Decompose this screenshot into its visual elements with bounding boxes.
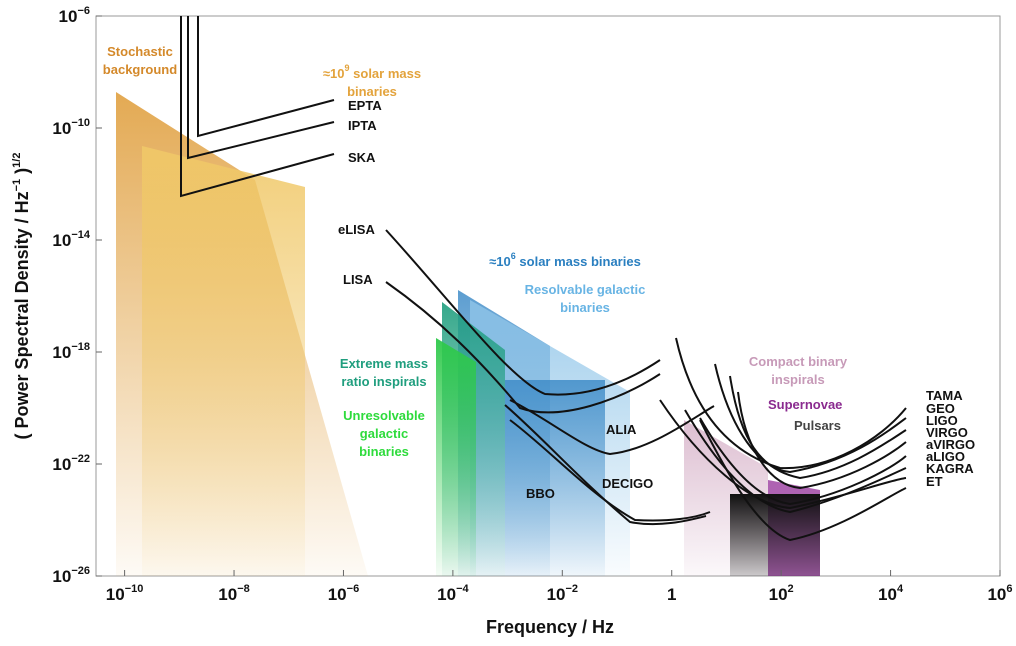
x-tick-label: 10−10 (106, 583, 144, 604)
detector-curves (180, 16, 907, 542)
x-axis-ticks: 10−10 10−8 10−6 10−4 10−2 1 102 104 106 (106, 570, 1013, 604)
label-compact-1: Compact binary (749, 354, 848, 369)
label-stochastic-1: Stochastic (107, 44, 173, 59)
y-tick-label: 10−18 (52, 341, 90, 362)
label-resolvable-1: Resolvable galactic (525, 282, 646, 297)
label-unres-2: galactic (360, 426, 408, 441)
y-tick-label: 10−6 (59, 5, 90, 26)
x-tick-label: 102 (769, 583, 794, 604)
label-et: ET (926, 474, 943, 489)
y-axis-title: ( Power Spectral Density / Hz−1 )1/2 (11, 153, 32, 440)
y-tick-label: 10−10 (52, 117, 90, 138)
y-tick-label: 10−14 (52, 229, 90, 250)
curve-decigo (509, 419, 711, 522)
label-resolvable-2: binaries (560, 300, 610, 315)
label-emri-1: Extreme mass (340, 356, 428, 371)
source-regions (116, 92, 820, 576)
x-tick-label: 106 (987, 583, 1012, 604)
curve-bbo (504, 404, 707, 526)
curve-epta (197, 16, 335, 138)
curve-kagra (659, 399, 907, 510)
x-axis-title: Frequency / Hz (486, 617, 614, 637)
label-unres-3: binaries (359, 444, 409, 459)
label-decigo: DECIGO (602, 476, 653, 491)
region-unres (436, 338, 476, 576)
x-tick-label: 1 (667, 585, 676, 604)
label-pulsars: Pulsars (794, 418, 841, 433)
y-axis-ticks: 10−6 10−10 10−14 10−18 10−22 10−26 (52, 5, 102, 586)
region-smbh9 (142, 146, 305, 576)
label-supernovae: Supernovae (768, 397, 842, 412)
label-unres-1: Unresolvable (343, 408, 425, 423)
curve-ipta (187, 16, 335, 160)
label-ipta: IPTA (348, 118, 377, 133)
label-geo: GEO (926, 401, 955, 416)
label-smbh9-2: binaries (347, 84, 397, 99)
label-smbh9-1: ≈109 solar mass (323, 63, 421, 81)
label-bbo: BBO (526, 486, 555, 501)
x-tick-label: 10−8 (218, 583, 249, 604)
label-virgo: VIRGO (926, 425, 968, 440)
x-tick-label: 10−4 (437, 583, 469, 604)
curve-aligo (684, 409, 907, 514)
curve-geo (714, 363, 907, 474)
curve-alia (509, 399, 715, 456)
curve-lisa (385, 281, 661, 414)
y-tick-label: 10−26 (52, 565, 90, 586)
curve-avirgo (699, 417, 907, 506)
x-tick-label: 10−2 (547, 583, 578, 604)
label-lisa: LISA (343, 272, 373, 287)
label-ligo: LIGO (926, 413, 958, 428)
x-tick-label: 104 (878, 583, 904, 604)
curve-ligo (729, 375, 907, 480)
label-elisa: eLISA (338, 222, 375, 237)
x-tick-label: 10−6 (328, 583, 359, 604)
label-compact-2: inspirals (771, 372, 824, 387)
region-labels: Stochastic background ≈109 solar mass bi… (103, 44, 975, 501)
y-tick-label: 10−22 (52, 453, 90, 474)
label-epta: EPTA (348, 98, 382, 113)
curve-elisa (385, 229, 661, 396)
label-avirgo: aVIRGO (926, 437, 975, 452)
label-kagra: KAGRA (926, 461, 974, 476)
label-tama: TAMA (926, 388, 963, 403)
curve-et (699, 419, 907, 542)
label-ska: SKA (348, 150, 376, 165)
label-alia: ALIA (606, 422, 637, 437)
label-aligo: aLIGO (926, 449, 965, 464)
label-emri-2: ratio inspirals (341, 374, 426, 389)
curve-tama (675, 337, 907, 470)
curve-ska (180, 16, 335, 198)
label-stochastic-2: background (103, 62, 177, 77)
label-smbh6: ≈106 solar mass binaries (489, 251, 641, 269)
curve-virgo (737, 391, 907, 490)
region-smbh6-tail (505, 380, 605, 576)
